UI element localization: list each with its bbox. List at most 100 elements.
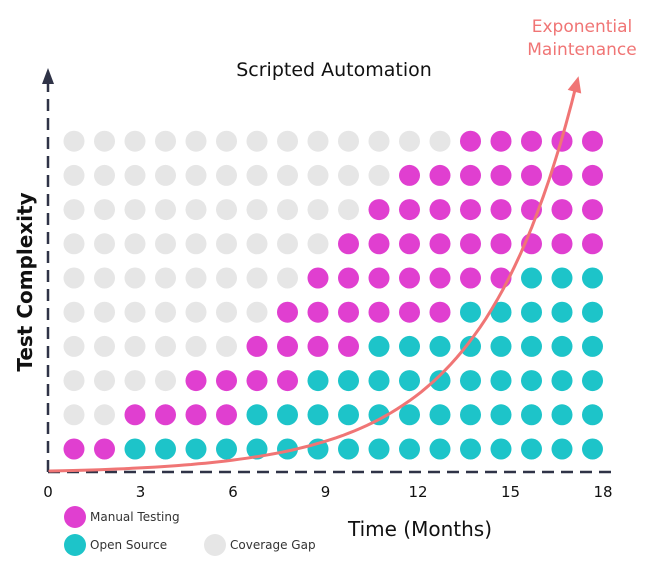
dot-manual-testing-m8-r5 <box>277 301 298 323</box>
dot-open-source-m9-r3 <box>307 370 329 392</box>
dot-manual-testing-m8-r4 <box>277 335 298 357</box>
dot-open-source-m17-r1 <box>551 438 573 460</box>
dot-coverage-gap-m3-r9 <box>124 164 146 186</box>
dot-coverage-gap-m5-r6 <box>185 267 207 289</box>
legend-dot-open-source <box>64 534 86 556</box>
dot-manual-testing-m15-r7 <box>490 233 512 255</box>
y-axis-arrow <box>42 68 54 84</box>
dot-coverage-gap-m3-r3 <box>124 370 146 392</box>
dot-open-source-m10-r2 <box>338 404 359 426</box>
dot-open-source-m15-r4 <box>490 335 512 357</box>
dot-coverage-gap-m6-r5 <box>216 301 237 323</box>
dot-coverage-gap-m11-r9 <box>368 164 390 186</box>
dot-open-source-m17-r4 <box>551 335 573 357</box>
dot-open-source-m16-r2 <box>521 404 542 426</box>
dot-open-source-m12-r3 <box>399 370 420 392</box>
dot-coverage-gap-m2-r10 <box>94 130 115 152</box>
dot-coverage-gap-m6-r4 <box>216 335 237 357</box>
dot-manual-testing-m12-r5 <box>399 301 420 323</box>
dot-manual-testing-m18-r7 <box>582 233 603 255</box>
dot-coverage-gap-m10-r10 <box>338 130 359 152</box>
dot-coverage-gap-m4-r7 <box>155 233 176 255</box>
dot-manual-testing-m8-r3 <box>277 370 298 392</box>
dot-manual-testing-m18-r9 <box>582 164 603 186</box>
y-axis-label: Test Complexity <box>13 192 37 371</box>
dot-coverage-gap-m5-r5 <box>185 301 207 323</box>
dot-coverage-gap-m9-r7 <box>307 233 329 255</box>
dot-coverage-gap-m8-r8 <box>277 199 298 221</box>
dot-manual-testing-m3-r2 <box>124 404 146 426</box>
dot-manual-testing-m12-r7 <box>399 233 420 255</box>
dot-manual-testing-m10-r7 <box>338 233 359 255</box>
dot-coverage-gap-m1-r4 <box>63 335 85 357</box>
dot-open-source-m14-r3 <box>460 370 481 392</box>
dot-open-source-m18-r2 <box>582 404 603 426</box>
dot-coverage-gap-m1-r2 <box>63 404 85 426</box>
dot-coverage-gap-m3-r5 <box>124 301 146 323</box>
dot-coverage-gap-m4-r9 <box>155 164 176 186</box>
dot-open-source-m13-r3 <box>429 370 451 392</box>
dot-coverage-gap-m6-r9 <box>216 164 237 186</box>
dot-open-source-m16-r5 <box>521 301 542 323</box>
dot-open-source-m14-r4 <box>460 335 481 357</box>
dot-coverage-gap-m5-r8 <box>185 199 207 221</box>
dot-manual-testing-m1-r1 <box>63 438 85 460</box>
dot-coverage-gap-m5-r10 <box>185 130 207 152</box>
dot-open-source-m18-r5 <box>582 301 603 323</box>
dot-manual-testing-m5-r3 <box>185 370 207 392</box>
dot-manual-testing-m16-r9 <box>521 164 542 186</box>
dot-open-source-m16-r6 <box>521 267 542 289</box>
dot-open-source-m3-r1 <box>124 438 146 460</box>
dot-open-source-m16-r3 <box>521 370 542 392</box>
dot-coverage-gap-m7-r5 <box>246 301 268 323</box>
dot-coverage-gap-m10-r8 <box>338 199 359 221</box>
dot-open-source-m12-r2 <box>399 404 420 426</box>
dot-manual-testing-m5-r2 <box>185 404 207 426</box>
dot-open-source-m14-r5 <box>460 301 481 323</box>
dot-coverage-gap-m7-r8 <box>246 199 268 221</box>
dot-manual-testing-m18-r10 <box>582 130 603 152</box>
dot-coverage-gap-m11-r10 <box>368 130 390 152</box>
dot-manual-testing-m12-r8 <box>399 199 420 221</box>
dot-open-source-m11-r3 <box>368 370 390 392</box>
dot-manual-testing-m16-r10 <box>521 130 542 152</box>
dot-manual-testing-m14-r9 <box>460 164 481 186</box>
dot-coverage-gap-m9-r10 <box>307 130 329 152</box>
dot-coverage-gap-m2-r6 <box>94 267 115 289</box>
dot-coverage-gap-m1-r10 <box>63 130 85 152</box>
dot-open-source-m13-r1 <box>429 438 451 460</box>
dot-manual-testing-m9-r4 <box>307 335 329 357</box>
dot-manual-testing-m13-r6 <box>429 267 451 289</box>
dot-coverage-gap-m3-r10 <box>124 130 146 152</box>
dot-open-source-m18-r1 <box>582 438 603 460</box>
dot-coverage-gap-m1-r8 <box>63 199 85 221</box>
dot-coverage-gap-m7-r10 <box>246 130 268 152</box>
dot-coverage-gap-m2-r5 <box>94 301 115 323</box>
dot-manual-testing-m17-r9 <box>551 164 573 186</box>
x-tick-15: 15 <box>501 483 520 501</box>
dot-coverage-gap-m2-r3 <box>94 370 115 392</box>
dot-coverage-gap-m6-r8 <box>216 199 237 221</box>
exponential-maintenance-curve <box>48 80 579 473</box>
dot-coverage-gap-m2-r9 <box>94 164 115 186</box>
dot-open-source-m14-r1 <box>460 438 481 460</box>
annotation-line-2: Maintenance <box>527 40 636 60</box>
legend-dot-manual-testing <box>64 506 86 528</box>
dot-manual-testing-m4-r2 <box>155 404 176 426</box>
dot-open-source-m7-r2 <box>246 404 268 426</box>
dot-manual-testing-m7-r3 <box>246 370 268 392</box>
dot-coverage-gap-m3-r7 <box>124 233 146 255</box>
dot-manual-testing-m13-r9 <box>429 164 451 186</box>
dot-coverage-gap-m7-r9 <box>246 164 268 186</box>
dot-coverage-gap-m2-r8 <box>94 199 115 221</box>
dot-coverage-gap-m7-r7 <box>246 233 268 255</box>
legend-label-open-source: Open Source <box>90 538 167 552</box>
x-tick-12: 12 <box>408 483 427 501</box>
legend-label-manual-testing: Manual Testing <box>90 510 180 524</box>
dot-manual-testing-m13-r8 <box>429 199 451 221</box>
dot-coverage-gap-m8-r6 <box>277 267 298 289</box>
dot-coverage-gap-m13-r10 <box>429 130 451 152</box>
dot-coverage-gap-m4-r8 <box>155 199 176 221</box>
dot-open-source-m8-r1 <box>277 438 298 460</box>
